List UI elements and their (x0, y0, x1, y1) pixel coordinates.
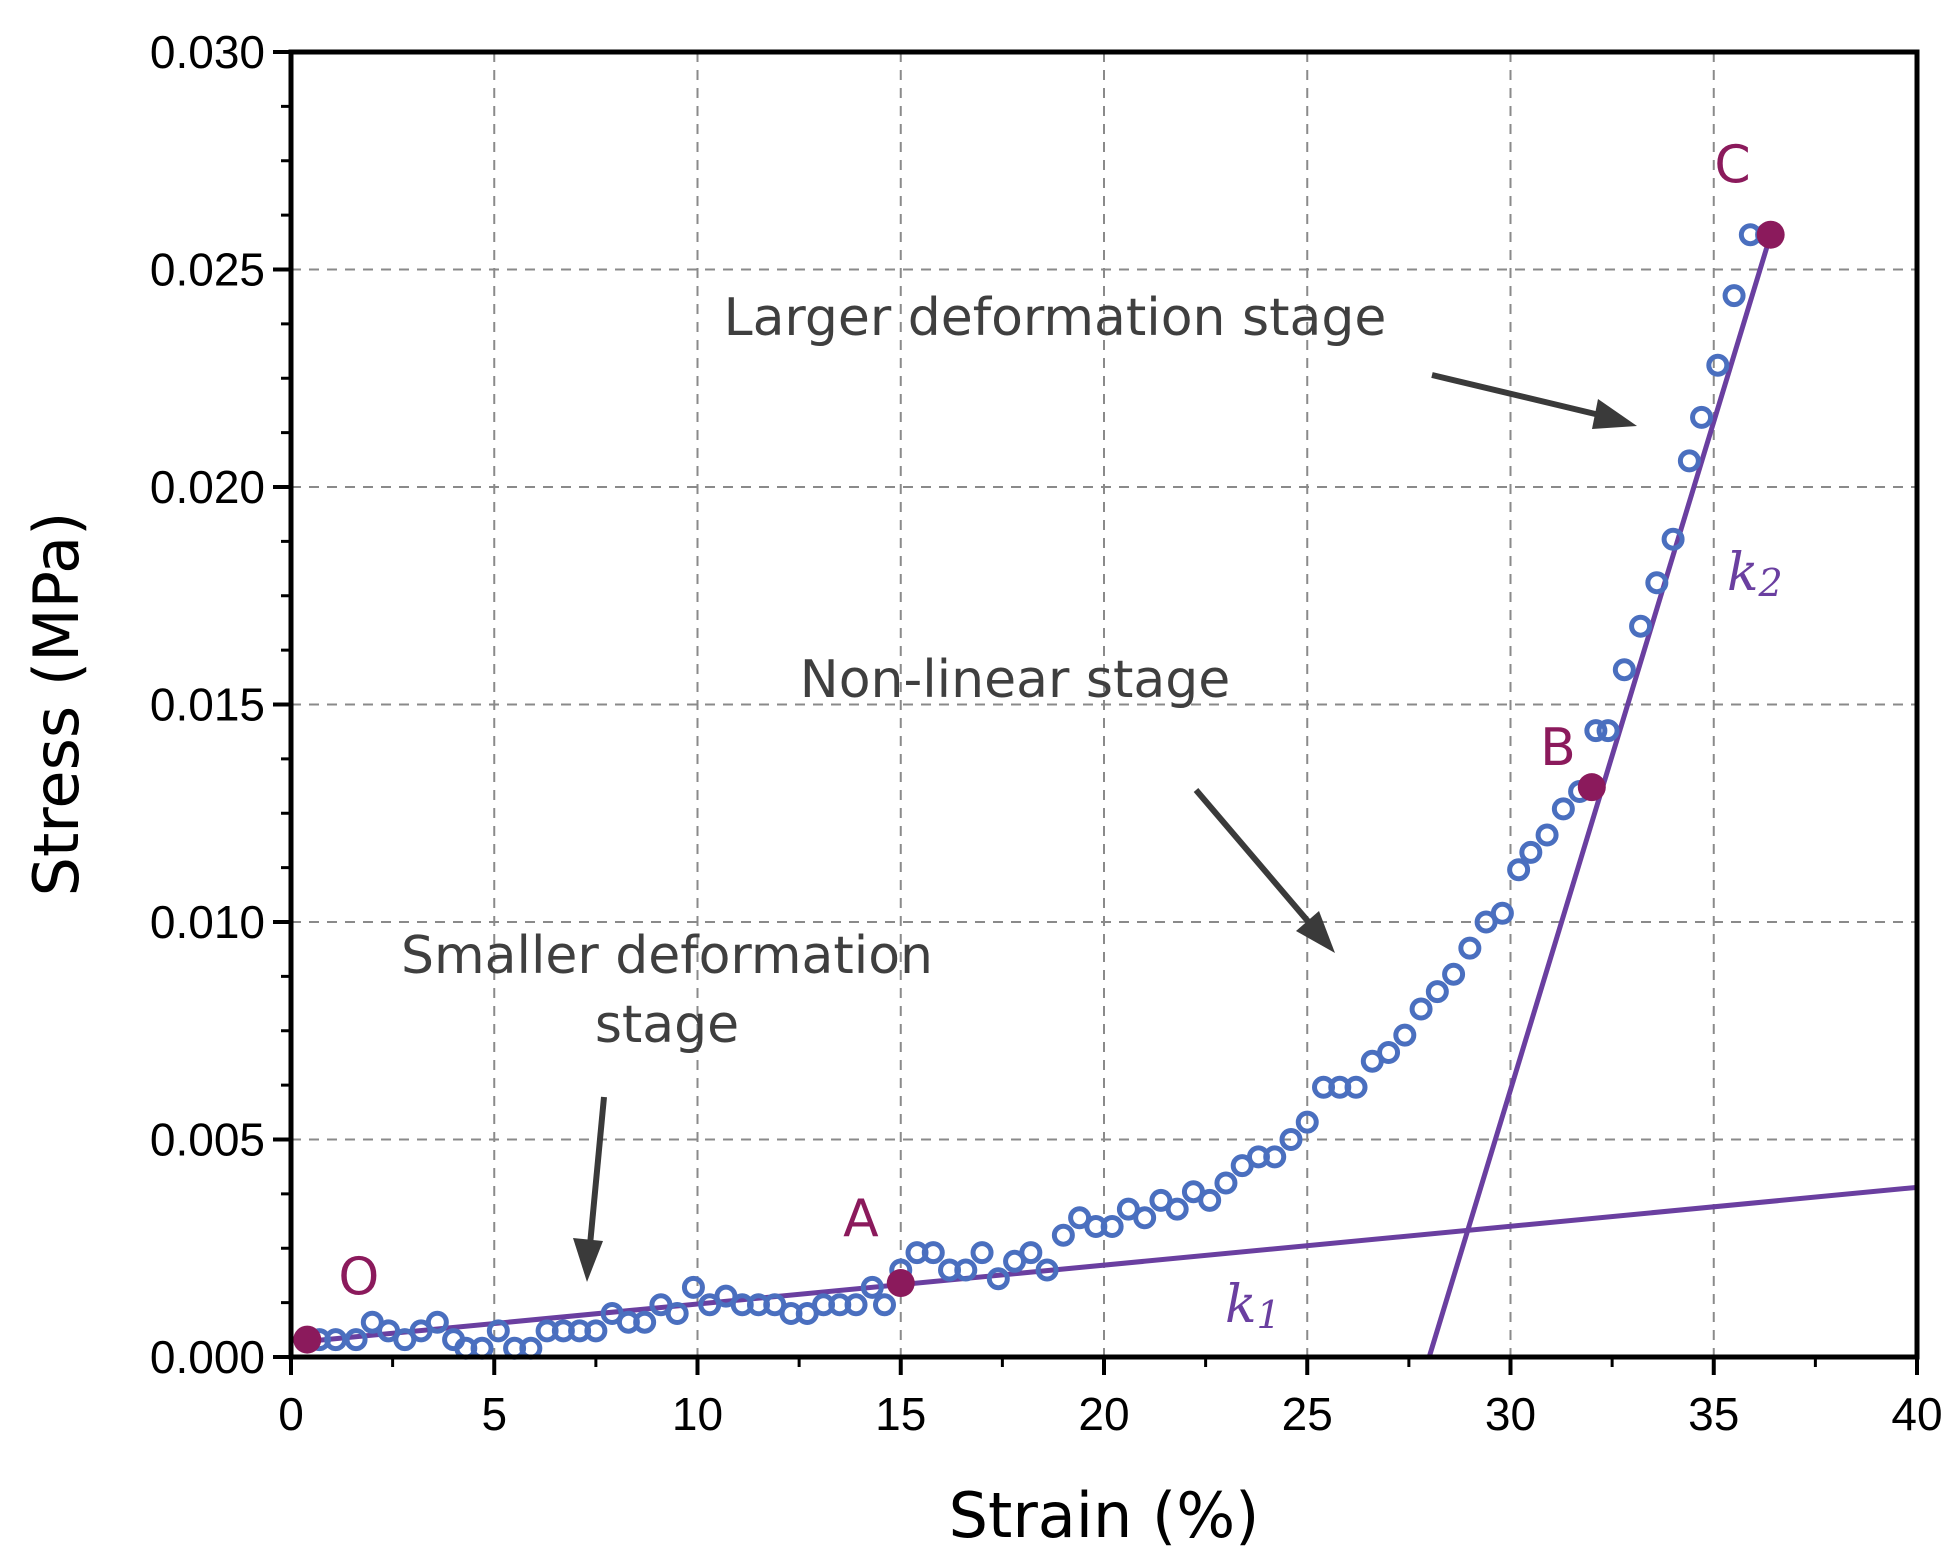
data-point (1295, 1110, 1319, 1134)
data-point (1722, 284, 1746, 308)
data-point (1279, 1128, 1303, 1151)
data-point (1214, 1171, 1238, 1195)
y-tick-label: 0.015 (150, 679, 265, 731)
data-point (844, 1293, 868, 1317)
data-point (1133, 1206, 1157, 1230)
data-point (1393, 1023, 1417, 1047)
data-point (1458, 936, 1482, 960)
data-point (970, 1241, 994, 1265)
data-point (1519, 840, 1543, 864)
axis-ticks: 0 5 10 15 20 25 30 35 40 0.000 0.005 0.010 0.015 0.02… (150, 26, 1943, 1440)
data-point (1690, 405, 1714, 429)
grid (291, 52, 1917, 1357)
slope-label-k1-sub: 1 (1257, 1293, 1281, 1337)
fit-lines (302, 233, 1918, 1358)
key-point-label-c: C (1714, 136, 1750, 196)
data-point (986, 1267, 1010, 1291)
key-point-label-a: A (843, 1189, 879, 1249)
slope-label-k2-sub: 2 (1758, 561, 1783, 605)
x-tick-label: 10 (672, 1388, 723, 1440)
data-point (486, 1319, 510, 1343)
data-point (344, 1328, 368, 1352)
key-point-a (886, 1269, 915, 1298)
data-point (1661, 527, 1685, 551)
x-tick-label: 25 (1282, 1388, 1333, 1440)
y-tick-label: 0.010 (150, 896, 265, 948)
data-point (1442, 962, 1466, 986)
x-tick-label: 35 (1688, 1388, 1739, 1440)
data-point (1035, 1258, 1059, 1282)
x-tick-label: 0 (278, 1388, 304, 1440)
data-point (1019, 1241, 1043, 1265)
arrow-larger-head (1592, 399, 1637, 429)
data-point (1535, 823, 1559, 847)
arrow-smaller-head (573, 1238, 603, 1282)
data-point (1490, 901, 1514, 925)
data-point (1584, 719, 1608, 743)
data-point (681, 1275, 705, 1299)
annotation-larger-deformation: Larger deformation stage (724, 288, 1387, 348)
arrow-nonlinear (1193, 788, 1315, 928)
y-tick-label: 0.025 (150, 244, 265, 296)
data-point (1612, 658, 1636, 682)
slope-label-k2-base: k (1727, 543, 1759, 603)
annotation-smaller-line2: stage (595, 995, 739, 1055)
slope-label-k2: k2 (1727, 543, 1783, 605)
key-point-o (293, 1325, 322, 1354)
data-point (633, 1310, 657, 1334)
x-tick-label: 15 (875, 1388, 926, 1440)
slope-label-k1: k1 (1225, 1275, 1281, 1337)
data-point (1677, 449, 1701, 473)
x-tick-label: 20 (1078, 1388, 1129, 1440)
x-tick-label: 5 (481, 1388, 507, 1440)
data-point (1425, 980, 1449, 1004)
data-point (1198, 1188, 1222, 1212)
y-tick-label: 0.000 (150, 1331, 265, 1383)
data-point (1645, 571, 1669, 595)
data-point (921, 1241, 945, 1265)
y-tick-label: 0.030 (150, 26, 265, 78)
key-point-label-o: O (338, 1248, 379, 1308)
slope-label-k1-base: k (1225, 1275, 1257, 1335)
annotation-smaller-line1: Smaller deformation (401, 926, 933, 986)
key-point-b (1577, 773, 1606, 802)
y-axis-title: Stress (MPa) (20, 512, 93, 897)
arrow-nonlinear-head (1296, 911, 1335, 953)
data-point (1263, 1145, 1287, 1169)
data-point (872, 1293, 896, 1317)
data-point (1100, 1215, 1124, 1238)
data-point (1596, 719, 1620, 743)
annotation-arrows (573, 372, 1637, 1282)
data-point (425, 1310, 449, 1334)
key-points: O A B C (293, 136, 1785, 1354)
annotation-nonlinear: Non-linear stage (800, 650, 1230, 710)
fit-line-k1 (302, 1184, 1918, 1345)
arrow-larger (1431, 372, 1613, 421)
x-tick-label: 30 (1485, 1388, 1536, 1440)
x-axis-title: Strain (%) (949, 1479, 1260, 1552)
data-point (954, 1258, 978, 1282)
y-tick-label: 0.005 (150, 1114, 265, 1166)
data-point (860, 1275, 884, 1299)
data-point (1165, 1197, 1189, 1221)
data-point (1051, 1223, 1075, 1247)
data-point (1706, 353, 1730, 377)
x-tick-label: 40 (1891, 1388, 1942, 1440)
arrow-smaller (587, 1096, 607, 1246)
data-point (1344, 1075, 1368, 1099)
data-points (307, 223, 1779, 1360)
key-point-c (1756, 220, 1785, 249)
data-point (1629, 614, 1653, 638)
data-point (1377, 1041, 1401, 1064)
data-point (665, 1302, 689, 1325)
y-tick-label: 0.020 (150, 461, 265, 513)
data-point (584, 1319, 608, 1343)
key-point-label-b: B (1540, 718, 1576, 778)
data-point (1551, 797, 1575, 821)
data-point (1507, 858, 1531, 882)
data-point (1409, 997, 1433, 1021)
